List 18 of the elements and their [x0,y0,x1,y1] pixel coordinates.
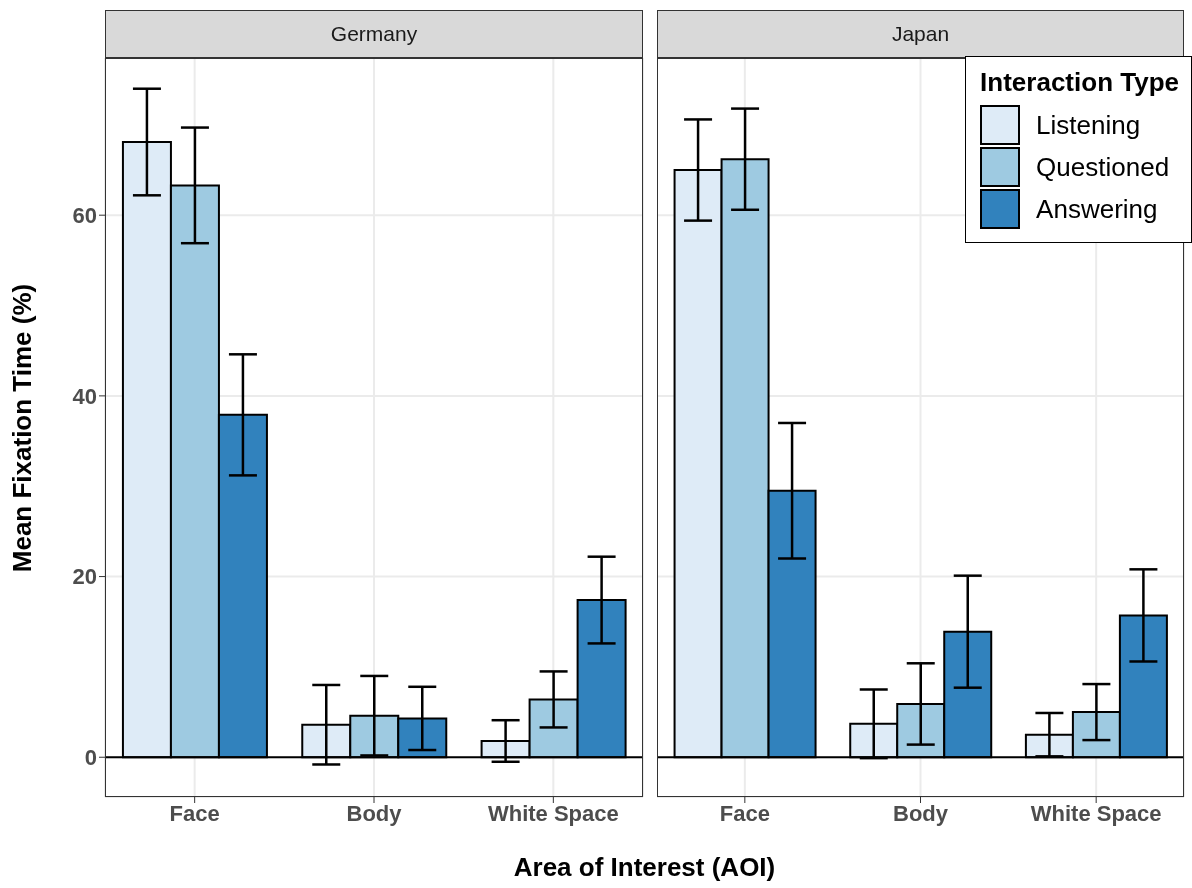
x-tick-label: Face [719,800,770,826]
y-tick-label: 0 [84,745,97,771]
chart-title: Japan [657,10,1184,58]
chart-title: Germany [105,10,643,58]
legend-label: Questioned [1036,151,1170,183]
y-tick-label: 60 [72,203,97,229]
x-tick-label: Body [346,800,403,826]
legend-title: Interaction Type [980,67,1179,98]
legend-label: Answering [1036,193,1158,225]
legend-label: Listening [1036,109,1141,141]
x-tick-label: White Space [1030,800,1162,826]
x-tick-label: Face [169,800,220,826]
y-axis-title: Mean Fixation Time (%) [6,283,38,572]
x-tick-label: Body [893,800,949,826]
y-tick-label: 20 [72,564,97,590]
x-tick-label: White Space [487,800,619,826]
x-axis-title: Area of Interest (AOI) [512,852,777,883]
y-tick-label: 40 [72,383,97,409]
